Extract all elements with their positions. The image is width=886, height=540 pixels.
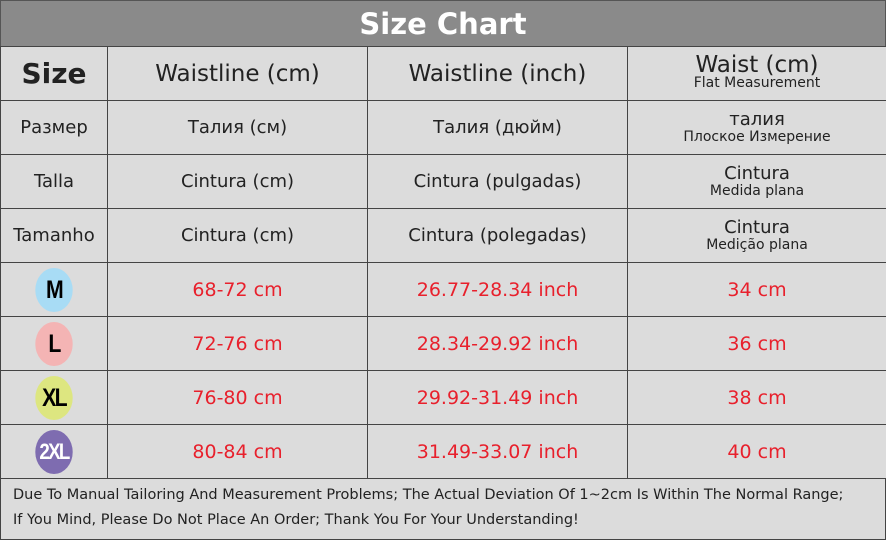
- flat-waist: 40 cm: [627, 424, 886, 479]
- waist-label: Cintura: [724, 163, 790, 184]
- translation-row: Talla Cintura (cm) Cintura (pulgadas) Ci…: [0, 154, 886, 209]
- header-waistline-cm: Waistline (cm): [107, 46, 368, 101]
- waist-label: Cintura: [724, 217, 790, 238]
- size-table: Size Waistline (cm) Waistline (inch) Wai…: [0, 46, 886, 479]
- flat-waist: 36 cm: [627, 316, 886, 371]
- header-row: Size Waistline (cm) Waistline (inch) Wai…: [0, 46, 886, 101]
- waist-sub-label: Medida plana: [709, 183, 805, 199]
- size-badge: L: [35, 321, 73, 366]
- chart-title: Size Chart: [0, 0, 886, 47]
- size-row: L 72-76 cm 28.34-29.92 inch 36 cm: [0, 316, 886, 371]
- label: Tamanho: [0, 208, 108, 263]
- header-waist-sub: Flat Measurement: [693, 75, 821, 91]
- footer-line: If You Mind, Please Do Not Place An Orde…: [13, 512, 579, 528]
- waist-cm: 68-72 cm: [107, 262, 368, 317]
- size-row: 2XL 80-84 cm 31.49-33.07 inch 40 cm: [0, 424, 886, 479]
- size-badge: M: [35, 267, 73, 312]
- header-size: Size: [21, 57, 87, 90]
- size-row: M 68-72 cm 26.77-28.34 inch 34 cm: [0, 262, 886, 317]
- translation-row: Размер Талия (см) Талия (дюйм) талия Плос…: [0, 100, 886, 155]
- label: Talla: [0, 154, 108, 209]
- waistline-inch-label: Cintura (polegadas): [367, 208, 628, 263]
- flat-waist: 38 cm: [627, 370, 886, 425]
- waist-label: талия: [729, 109, 785, 130]
- waistline-inch-label: Талия (дюйм): [367, 100, 628, 155]
- waist-inch: 28.34-29.92 inch: [367, 316, 628, 371]
- header-waist: Waist (cm): [695, 52, 819, 78]
- waist-inch: 29.92-31.49 inch: [367, 370, 628, 425]
- label: Размер: [0, 100, 108, 155]
- size-row: XL 76-80 cm 29.92-31.49 inch 38 cm: [0, 370, 886, 425]
- flat-waist: 34 cm: [627, 262, 886, 317]
- waist-cm: 76-80 cm: [107, 370, 368, 425]
- waist-inch: 26.77-28.34 inch: [367, 262, 628, 317]
- waist-cm: 72-76 cm: [107, 316, 368, 371]
- footer-line: Due To Manual Tailoring And Measurement …: [13, 487, 844, 503]
- size-badge: 2XL: [35, 429, 73, 474]
- waist-cm: 80-84 cm: [107, 424, 368, 479]
- header-waistline-inch: Waistline (inch): [367, 46, 628, 101]
- size-badge: XL: [35, 375, 73, 420]
- waistline-cm-label: Талия (см): [107, 100, 368, 155]
- translation-row: Tamanho Cintura (cm) Cintura (polegadas)…: [0, 208, 886, 263]
- waist-sub-label: Плоское Измерение: [683, 129, 831, 145]
- waist-sub-label: Medição plana: [706, 237, 808, 253]
- waist-inch: 31.49-33.07 inch: [367, 424, 628, 479]
- waistline-cm-label: Cintura (cm): [107, 208, 368, 263]
- waistline-cm-label: Cintura (cm): [107, 154, 368, 209]
- waistline-inch-label: Cintura (pulgadas): [367, 154, 628, 209]
- footer-note: Due To Manual Tailoring And Measurement …: [0, 478, 886, 540]
